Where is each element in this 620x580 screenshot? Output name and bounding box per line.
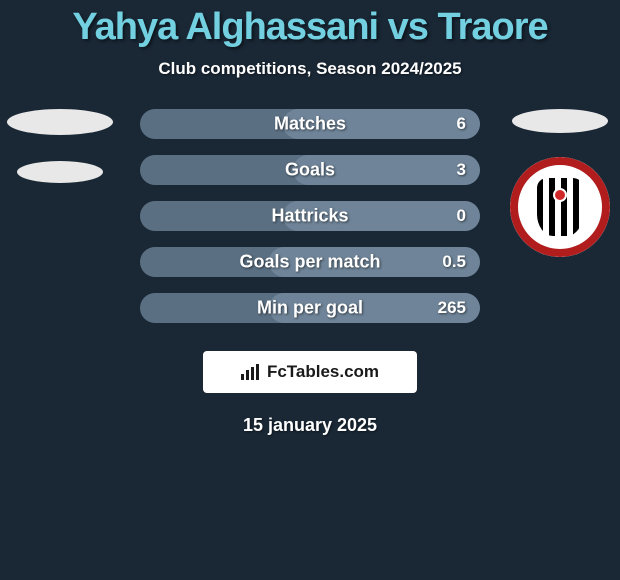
subtitle: Club competitions, Season 2024/2025 xyxy=(0,59,620,79)
stat-label: Matches xyxy=(274,114,346,135)
stat-value: 3 xyxy=(457,160,466,180)
barchart-icon xyxy=(241,364,261,380)
stat-label: Hattricks xyxy=(271,206,348,227)
stat-value: 0.5 xyxy=(442,252,466,272)
stat-bars: Matches 6 Goals 3 Hattricks 0 Goals per match 0… xyxy=(140,109,480,323)
stat-row: Goals 3 xyxy=(140,155,480,185)
club-logo xyxy=(510,157,610,257)
stat-value: 0 xyxy=(457,206,466,226)
stat-value: 6 xyxy=(457,114,466,134)
left-player-column xyxy=(0,109,120,183)
stat-label: Min per goal xyxy=(257,298,363,319)
stat-value: 265 xyxy=(438,298,466,318)
stat-row: Min per goal 265 xyxy=(140,293,480,323)
stat-row: Matches 6 xyxy=(140,109,480,139)
stat-label: Goals per match xyxy=(239,252,380,273)
comparison-content: Matches 6 Goals 3 Hattricks 0 Goals per match 0… xyxy=(0,109,620,323)
attribution-badge: FcTables.com xyxy=(203,351,417,393)
player-photo-placeholder xyxy=(512,109,608,133)
player-photo-placeholder xyxy=(7,109,113,135)
attribution-text: FcTables.com xyxy=(267,362,379,382)
snapshot-date: 15 january 2025 xyxy=(0,415,620,436)
player-photo-placeholder xyxy=(17,161,103,183)
right-player-column xyxy=(500,109,620,257)
page-title: Yahya Alghassani vs Traore xyxy=(0,0,620,49)
stat-label: Goals xyxy=(285,160,335,181)
stat-row: Goals per match 0.5 xyxy=(140,247,480,277)
stat-row: Hattricks 0 xyxy=(140,201,480,231)
